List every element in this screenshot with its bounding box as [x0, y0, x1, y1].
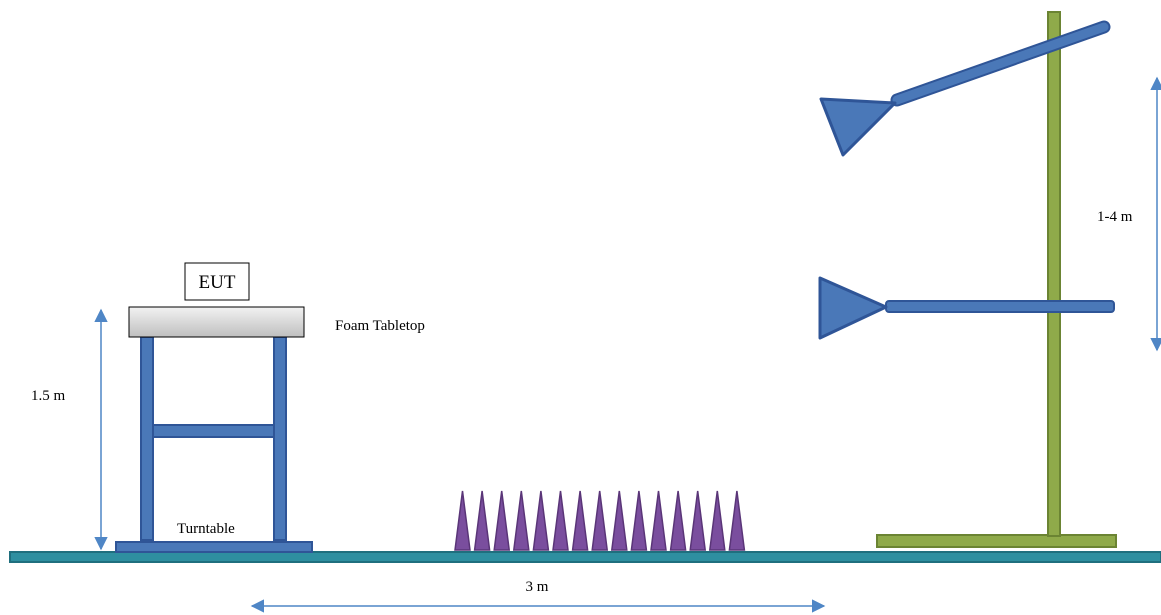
absorber-cone — [690, 491, 705, 550]
mast-base — [877, 535, 1116, 547]
antenna-tilted — [821, 27, 1104, 155]
absorber-cone — [651, 491, 666, 550]
foam-tabletop-label: Foam Tabletop — [335, 318, 425, 334]
absorber-cone — [533, 491, 548, 550]
mast-pole — [1048, 12, 1060, 536]
ground-plane — [10, 552, 1161, 562]
table-leg-left — [141, 337, 153, 540]
absorber-cone — [729, 491, 744, 550]
horn-antenna-tilted — [821, 99, 895, 155]
antenna-height-label: 1-4 m — [1097, 209, 1133, 225]
test-table — [116, 263, 312, 552]
foam-tabletop — [129, 307, 304, 337]
absorber-cone — [612, 491, 627, 550]
antenna-horizontal — [820, 278, 1114, 338]
absorber-cone — [494, 491, 509, 550]
eut-label: EUT — [199, 272, 236, 293]
table-leg-right — [274, 337, 286, 540]
turntable-label: Turntable — [177, 521, 235, 537]
absorber-cone — [592, 491, 607, 550]
antenna-boom-horizontal — [886, 301, 1114, 312]
absorber-cones — [455, 491, 744, 550]
table-height-label: 1.5 m — [31, 388, 66, 404]
absorber-cone — [671, 491, 686, 550]
absorber-cone — [710, 491, 725, 550]
absorber-cone — [475, 491, 490, 550]
absorber-cone — [455, 491, 470, 550]
antenna-boom-tilted-fill — [897, 27, 1104, 100]
absorber-cone — [631, 491, 646, 550]
table-crossbar — [153, 425, 274, 437]
absorber-cone — [514, 491, 529, 550]
absorber-cone — [553, 491, 568, 550]
distance-label: 3 m — [526, 579, 549, 595]
horn-antenna-horizontal — [820, 278, 886, 338]
absorber-cone — [573, 491, 588, 550]
turntable — [116, 542, 312, 552]
